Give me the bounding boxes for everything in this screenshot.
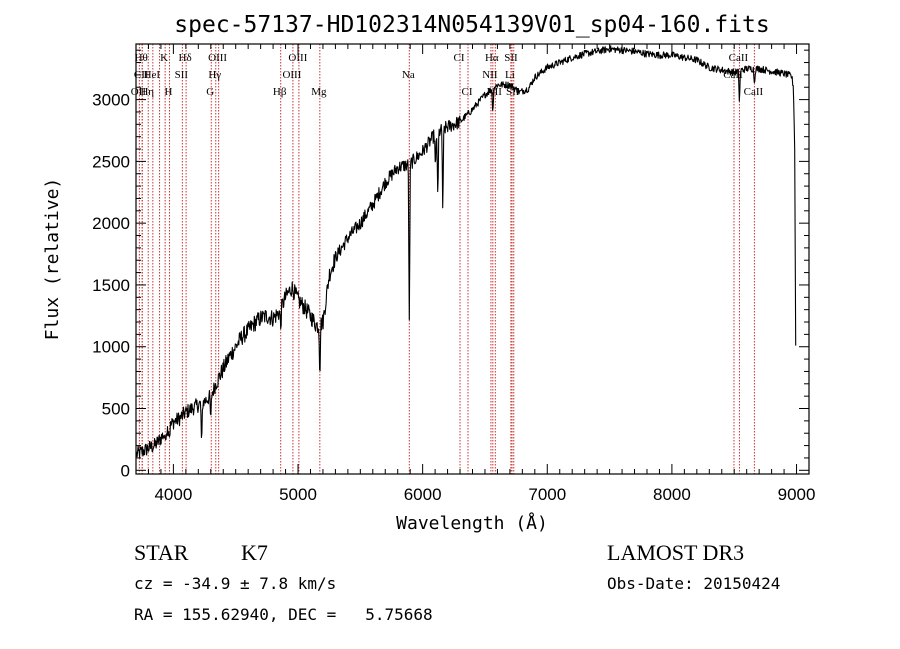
line-label-14: OIII <box>282 69 301 81</box>
line-label-6: K <box>160 52 168 64</box>
line-label-27: CaII <box>729 52 749 64</box>
object-class: STAR <box>134 540 189 565</box>
line-label-2: CII <box>134 69 149 81</box>
y-tick-label-1500: 1500 <box>92 276 130 295</box>
line-label-4: HeI <box>144 69 161 81</box>
chart-title: spec-57137-HD102314N054139V01_sp04-160.f… <box>174 12 769 38</box>
line-label-19: CI <box>462 86 473 98</box>
survey-name: LAMOST DR3 <box>607 540 744 565</box>
coordinates: RA = 155.62940, DEC = 5.75668 <box>134 605 433 624</box>
line-label-10: G <box>206 86 214 98</box>
y-axis-ticks: 0 500 1000 1500 2000 2500 3000 <box>92 49 809 480</box>
y-tick-label-2500: 2500 <box>92 152 130 171</box>
y-tick-label-500: 500 <box>102 400 130 419</box>
spectral-line-labels: OIIHθCIIHηHeIKHSIIHδGHγOIIIHβOIIIOIIIMgN… <box>131 52 764 98</box>
x-tick-label-9000: 9000 <box>778 485 816 504</box>
spectrum-line <box>136 45 797 459</box>
observation-date: Obs-Date: 20150424 <box>607 574 780 593</box>
redshift-velocity: cz = -34.9 ± 7.8 km/s <box>134 574 336 593</box>
x-axis-label: Wavelength (Å) <box>396 512 548 534</box>
y-tick-label-2000: 2000 <box>92 214 130 233</box>
x-axis-ticks: 4000 5000 6000 7000 8000 9000 <box>135 44 816 504</box>
line-label-16: Mg <box>311 86 327 98</box>
line-label-0: OII <box>131 86 147 98</box>
x-tick-label-6000: 6000 <box>404 485 442 504</box>
object-subclass: K7 <box>241 540 268 565</box>
y-tick-label-1000: 1000 <box>92 338 130 357</box>
line-label-1: Hθ <box>135 52 148 64</box>
line-label-9: Hδ <box>179 52 192 64</box>
line-label-13: Hβ <box>273 86 287 98</box>
line-label-17: Na <box>402 69 415 81</box>
x-tick-label-5000: 5000 <box>279 485 317 504</box>
line-label-21: Hα <box>485 52 499 64</box>
line-label-18: CI <box>454 52 465 64</box>
y-tick-label-3000: 3000 <box>92 91 130 110</box>
line-label-24: SII <box>504 52 518 64</box>
y-axis-label: Flux (relative) <box>42 178 63 341</box>
x-tick-label-8000: 8000 <box>653 485 691 504</box>
line-label-8: SII <box>175 69 189 81</box>
line-label-7: H <box>165 86 173 98</box>
line-label-15: OIII <box>288 52 307 64</box>
line-label-28: CaII <box>744 86 764 98</box>
line-label-11: Hγ <box>208 69 221 81</box>
x-tick-label-7000: 7000 <box>528 485 566 504</box>
x-tick-label-4000: 4000 <box>154 485 192 504</box>
line-label-3: Hη <box>140 86 154 98</box>
spectral-line-markers <box>138 44 755 474</box>
line-label-20: NII <box>482 69 498 81</box>
line-label-12: OIII <box>208 52 227 64</box>
y-tick-label-0: 0 <box>121 461 130 480</box>
line-label-23: Li <box>505 69 515 81</box>
